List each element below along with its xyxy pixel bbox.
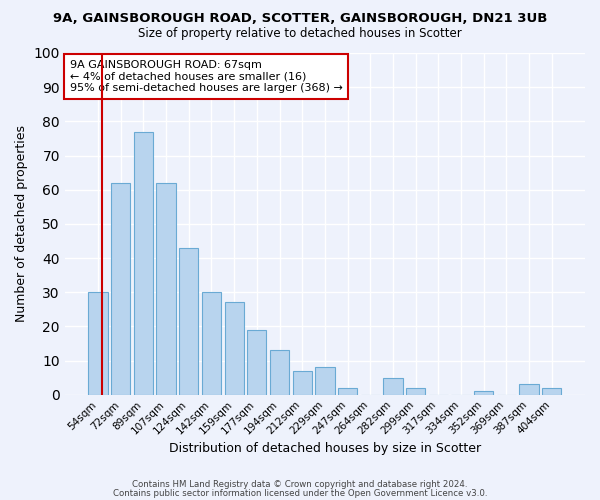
Text: 9A GAINSBOROUGH ROAD: 67sqm
← 4% of detached houses are smaller (16)
95% of semi: 9A GAINSBOROUGH ROAD: 67sqm ← 4% of deta… [70, 60, 343, 93]
Bar [157, 183, 176, 394]
Bar [293, 371, 312, 394]
Text: Size of property relative to detached houses in Scotter: Size of property relative to detached ho… [138, 28, 462, 40]
Bar [88, 292, 108, 394]
Bar [520, 384, 539, 394]
Bar [383, 378, 403, 394]
Text: 9A, GAINSBOROUGH ROAD, SCOTTER, GAINSBOROUGH, DN21 3UB: 9A, GAINSBOROUGH ROAD, SCOTTER, GAINSBOR… [53, 12, 547, 26]
Bar [202, 292, 221, 394]
Bar [474, 392, 493, 394]
Bar [224, 302, 244, 394]
Bar [111, 183, 130, 394]
Bar [179, 248, 199, 394]
Bar [542, 388, 562, 394]
X-axis label: Distribution of detached houses by size in Scotter: Distribution of detached houses by size … [169, 442, 481, 455]
Bar [338, 388, 357, 394]
Y-axis label: Number of detached properties: Number of detached properties [15, 126, 28, 322]
Bar [315, 368, 335, 394]
Text: Contains public sector information licensed under the Open Government Licence v3: Contains public sector information licen… [113, 489, 487, 498]
Bar [247, 330, 266, 394]
Text: Contains HM Land Registry data © Crown copyright and database right 2024.: Contains HM Land Registry data © Crown c… [132, 480, 468, 489]
Bar [406, 388, 425, 394]
Bar [270, 350, 289, 395]
Bar [134, 132, 153, 394]
